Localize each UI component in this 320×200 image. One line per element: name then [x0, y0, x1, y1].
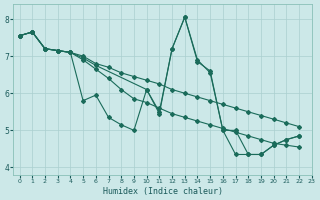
X-axis label: Humidex (Indice chaleur): Humidex (Indice chaleur)	[102, 187, 222, 196]
